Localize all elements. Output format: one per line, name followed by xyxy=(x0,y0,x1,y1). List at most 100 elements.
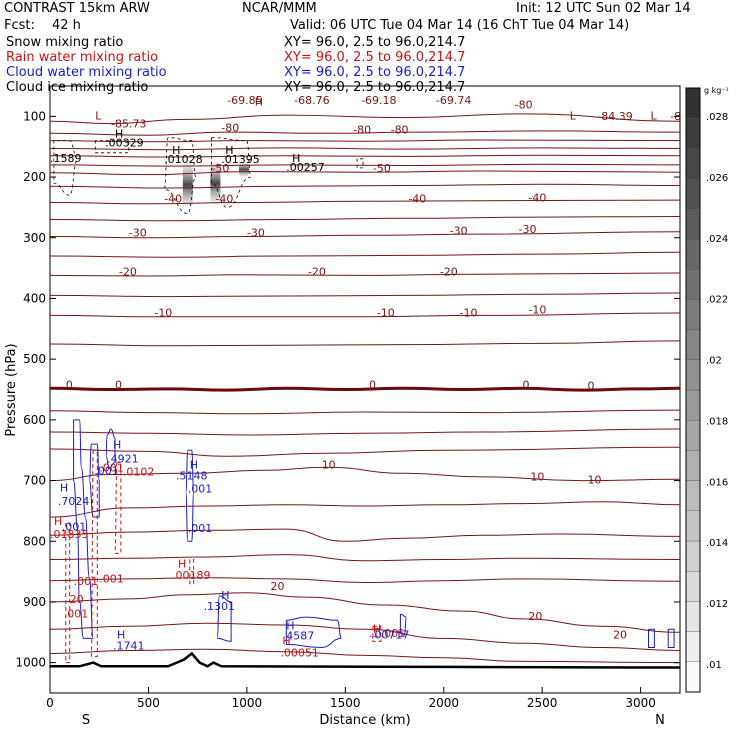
colorbar-step xyxy=(685,359,701,391)
temperature-contour xyxy=(50,154,680,158)
temperature-label: 20 xyxy=(613,628,627,641)
temperature-contour xyxy=(50,554,680,562)
valid-time: Valid: 06 UTC Tue 04 Mar 14 (16 ChT Tue … xyxy=(290,18,629,33)
snow-label: H xyxy=(225,144,233,157)
snow-contour xyxy=(163,137,197,214)
colorbar-label: .018 xyxy=(706,416,728,427)
cloud-water-label: H xyxy=(190,458,198,471)
colorbar-step xyxy=(685,389,701,421)
snow-label: .01395 xyxy=(221,153,260,166)
y-tick-label: 300 xyxy=(23,231,46,245)
y-tick-label: 600 xyxy=(23,413,46,427)
temperature-label: -40 xyxy=(164,193,182,206)
hydrometeor-contours xyxy=(53,137,675,664)
rain-label: .001 xyxy=(99,573,124,586)
field-section: XY= 96.0, 2.5 to 96.0,214.7 xyxy=(284,50,465,65)
temperature-label: 20 xyxy=(271,580,285,593)
colorbar-step xyxy=(685,148,701,179)
cloud-water-label: .00717 xyxy=(371,628,410,641)
temperature-contour xyxy=(50,592,680,633)
rain-label: .001 xyxy=(74,575,99,588)
colorbar-step xyxy=(685,238,701,270)
temperature-label: -10 xyxy=(460,307,478,320)
init-time: Init: 12 UTC Sun 02 Mar 14 xyxy=(516,1,691,16)
temperature-label: -30 xyxy=(450,225,468,238)
rain-contour xyxy=(189,558,195,585)
temperature-contour xyxy=(50,272,680,277)
field-name: Rain water mixing ratio xyxy=(6,50,158,65)
x-axis-title: Distance (km) xyxy=(319,713,410,728)
rain-contour xyxy=(372,625,382,642)
rain-label: H xyxy=(282,634,290,647)
temperature-contour xyxy=(50,199,680,205)
cloud-water-label: .001 xyxy=(188,522,213,535)
snow-label: .1589 xyxy=(50,152,82,165)
colorbar-step xyxy=(685,208,701,240)
terrain-line xyxy=(50,651,680,669)
temperature-contour xyxy=(50,622,680,651)
temperature-label: 10 xyxy=(530,471,544,484)
temperature-contour xyxy=(50,216,680,222)
temperature-label: -85.73 xyxy=(111,117,146,130)
y-axis-title: Pressure (hPa) xyxy=(4,343,19,436)
north-label: N xyxy=(655,713,665,728)
snow-label: .01028 xyxy=(164,153,203,166)
temperature-contour xyxy=(50,183,680,189)
colorbar-step xyxy=(685,510,701,542)
y-tick-label: 200 xyxy=(23,170,46,184)
temperature-label: -10 xyxy=(154,307,172,320)
temperature-label: -80 xyxy=(515,98,533,111)
y-tick-label: 900 xyxy=(23,595,46,609)
cloud-water-label: H xyxy=(113,438,121,451)
colorbar-step xyxy=(685,601,701,632)
snow-shading-blob xyxy=(182,161,193,208)
temperature-contour xyxy=(50,147,680,151)
snow-label: H xyxy=(172,144,180,157)
x-tick-label: 0 xyxy=(46,696,54,710)
cloud-water-label: 4587 xyxy=(286,630,314,643)
y-tick-label: 400 xyxy=(23,291,46,305)
colorbar-step xyxy=(685,299,701,330)
cloud-water-label: H xyxy=(60,481,68,494)
x-tick-label: 1000 xyxy=(232,696,263,710)
x-tick-label: 2500 xyxy=(527,696,558,710)
cloud-water-label: H xyxy=(117,628,125,641)
temperature-label: 0 xyxy=(115,378,122,391)
snow-contour xyxy=(210,137,252,208)
temperature-label: -30 xyxy=(129,227,147,240)
x-tick-label: 1500 xyxy=(330,696,361,710)
colorbar-step xyxy=(685,178,701,209)
y-tick-label: 1000 xyxy=(15,656,46,670)
rain-label: .001 xyxy=(64,608,89,621)
low-marker: L xyxy=(95,109,102,122)
snow-label: H xyxy=(115,128,123,141)
snow-label: H xyxy=(292,152,300,165)
colorbar-label: .022 xyxy=(706,295,728,306)
cloud-water-label: H xyxy=(221,589,229,602)
low-marker: L xyxy=(650,109,657,122)
cloud-water-contour xyxy=(216,595,232,642)
temperature-contour xyxy=(50,163,680,167)
y-tick-label: 700 xyxy=(23,474,46,488)
field-section: XY= 96.0, 2.5 to 96.0,214.7 xyxy=(284,35,465,50)
colorbar-label: .02 xyxy=(706,356,722,367)
cloud-water-label: .001 xyxy=(94,464,119,477)
cloud-water-label: H xyxy=(286,619,294,632)
temperature-label: -69.18 xyxy=(361,94,396,107)
rain-contour xyxy=(114,461,122,554)
temperature-contour xyxy=(50,113,680,125)
cloud-water-contour xyxy=(648,628,655,649)
field-legend: Snow mixing ratio XY= 96.0, 2.5 to 96.0,2… xyxy=(6,35,465,95)
rain-contour xyxy=(90,449,98,658)
temperature-contour xyxy=(50,340,680,347)
snow-contour xyxy=(356,158,364,169)
y-tick-label: 100 xyxy=(23,109,46,123)
temperature-contour xyxy=(50,312,680,318)
rain-contour xyxy=(65,522,71,664)
temperature-label: -10 xyxy=(377,307,395,320)
colorbar-label: .026 xyxy=(706,173,728,184)
cloud-water-contour xyxy=(399,613,407,636)
cloud-water-contour xyxy=(285,616,342,649)
colorbar-step xyxy=(685,420,701,451)
